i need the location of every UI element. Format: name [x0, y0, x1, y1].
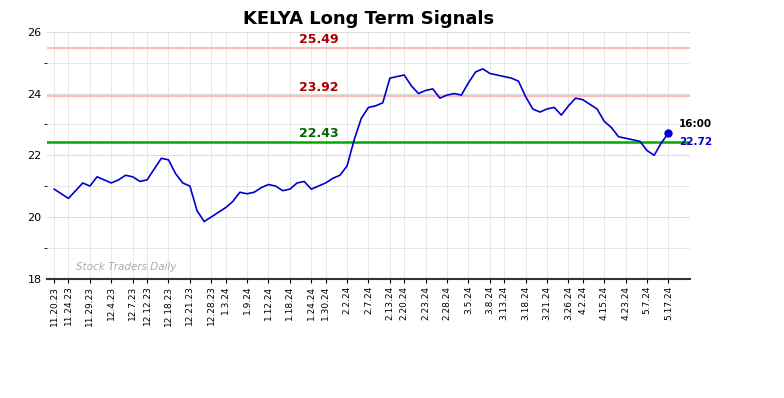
Text: 22.43: 22.43	[299, 127, 338, 140]
Text: 22.72: 22.72	[679, 137, 713, 147]
Text: Stock Traders Daily: Stock Traders Daily	[75, 262, 176, 273]
Title: KELYA Long Term Signals: KELYA Long Term Signals	[243, 10, 494, 27]
Text: 23.92: 23.92	[299, 81, 338, 94]
Text: 16:00: 16:00	[679, 119, 713, 129]
Text: 25.49: 25.49	[299, 33, 338, 46]
